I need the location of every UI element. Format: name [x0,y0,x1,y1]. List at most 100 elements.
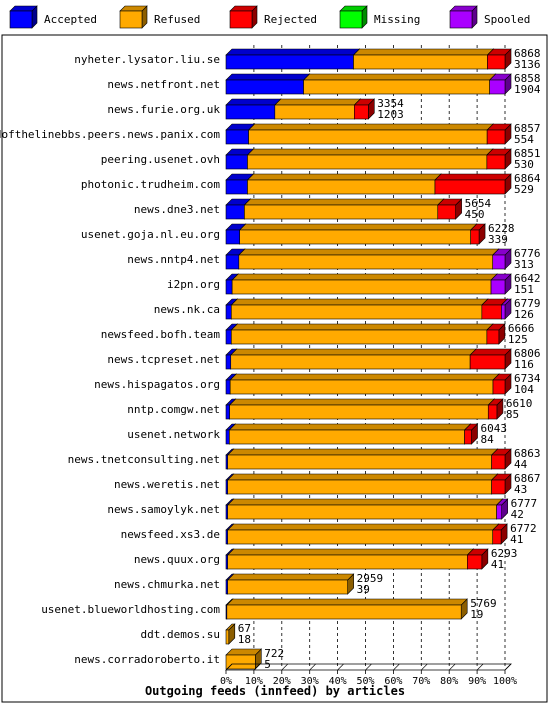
bar-segment-accepted [225,48,361,70]
offered-count: 6806 [514,347,541,360]
offered-count: 2959 [357,572,384,585]
offered-count: 722 [264,647,284,660]
x-tick-depth [476,663,484,671]
row-label: nntp.comgw.net [127,403,220,416]
bars [225,48,512,670]
bar-segment-rejected [490,473,512,495]
accepted-count: 3136 [514,58,541,71]
bar-segment-refused [226,448,499,470]
accepted-count: 104 [514,383,534,396]
bar-segment-refused [229,373,500,395]
legend-label: Refused [154,13,200,26]
x-tick-label: 60% [384,676,402,687]
bar-segment-refused [231,273,498,295]
bar-segment-rejected [487,398,504,420]
accepted-count: 84 [481,433,495,446]
legend-label: Spooled [484,13,530,26]
row-labels: nyheter.lysator.liu.se news.netfront.net n… [0,53,220,666]
bar-segment-rejected [486,123,512,145]
bar-segment-refused [226,523,500,545]
bar-row [225,523,508,545]
legend-swatch [229,5,258,29]
offered-count: 3354 [377,97,404,110]
bar-segment-rejected [490,448,512,470]
bar-row [225,373,512,395]
x-tick-depth [281,663,289,671]
x-tick-label: 40% [329,676,347,687]
accepted-count: 151 [514,283,534,296]
bar-segment-rejected [353,98,376,120]
bar-segment-refused [230,323,494,345]
row-label: news.nk.ca [154,303,220,316]
bar-row [225,423,479,445]
offered-count: 6293 [491,547,518,560]
offered-count: 6851 [514,147,541,160]
x-tick-label: 80% [440,676,458,687]
x-tick-label: 0% [220,676,232,687]
bar-row [225,173,512,195]
legend-label: Rejected [264,13,317,26]
legend-item-missing: Missing [339,5,420,29]
bar-segment-rejected [486,48,512,70]
bar-segment-spooled [491,248,512,270]
bar-row [225,73,512,95]
bar-row [225,448,512,470]
bar-segment-refused [302,73,497,95]
accepted-count: 44 [514,458,528,471]
x-tick-depth [309,663,316,671]
row-label: news.chmurka.net [114,578,220,591]
accepted-count: 126 [514,308,534,321]
x-tick-label: 50% [356,676,374,687]
accepted-count: 5 [264,658,271,671]
bar-row [225,98,376,120]
bar-row [225,248,512,270]
bar-row [225,498,509,520]
row-label: news.hispagatos.org [94,378,220,391]
row-label: usenet.network [127,428,220,441]
offered-count: 6043 [481,422,508,435]
legend-item-refused: Refused [119,5,200,29]
row-label: news.tnetconsulting.net [68,453,220,466]
x-tick-depth [253,663,261,671]
bar-segment-refused [274,98,362,120]
x-tick-label: 10% [245,676,263,687]
row-label: peering.usenet.ovh [101,153,220,166]
bar-segment-refused [238,248,500,270]
bar-row [225,398,504,420]
row-label: usenet.blueworldhosting.com [41,603,220,616]
bar-segment-accepted [225,98,282,120]
legend-swatch [119,5,148,29]
row-label: usenet.goja.nl.eu.org [81,228,220,241]
accepted-count: 39 [357,583,370,596]
bar-row [225,548,489,570]
legend-item-spooled: Spooled [449,5,530,29]
offered-count: 6776 [514,247,541,260]
offered-count: 6228 [488,222,514,235]
bar-segment-refused [246,173,442,195]
accepted-count: 313 [514,258,534,271]
offered-count: 6864 [514,172,541,185]
bar-segment-refused [238,223,478,245]
x-axis: 0% 10% 20% 30% 40% 50% 60% 70% 80% 90% 100% [220,663,517,687]
accepted-count: 19 [470,608,483,621]
accepted-count: 41 [510,533,523,546]
offered-count: 6610 [506,397,533,410]
row-label: news.quux.org [134,553,220,566]
bar-row [225,573,355,595]
accepted-count: 18 [238,633,251,646]
value-labels: 6868313668581904335412036857554685153068… [238,47,541,671]
bar-segment-refused [228,398,495,420]
x-tick-depth [448,663,456,671]
bar-row [225,598,468,620]
accepted-count: 1904 [514,83,541,96]
row-label: news.corradoroberto.it [74,653,220,666]
bar-segment-refused [226,598,468,620]
x-tick-label: 90% [468,676,486,687]
bar-segment-rejected [486,148,512,170]
x-tick-depth [225,663,233,671]
row-label: newsfeed.xs3.de [121,528,220,541]
bar-row [225,198,463,220]
bar-row [225,223,486,245]
offered-count: 6868 [514,47,541,60]
